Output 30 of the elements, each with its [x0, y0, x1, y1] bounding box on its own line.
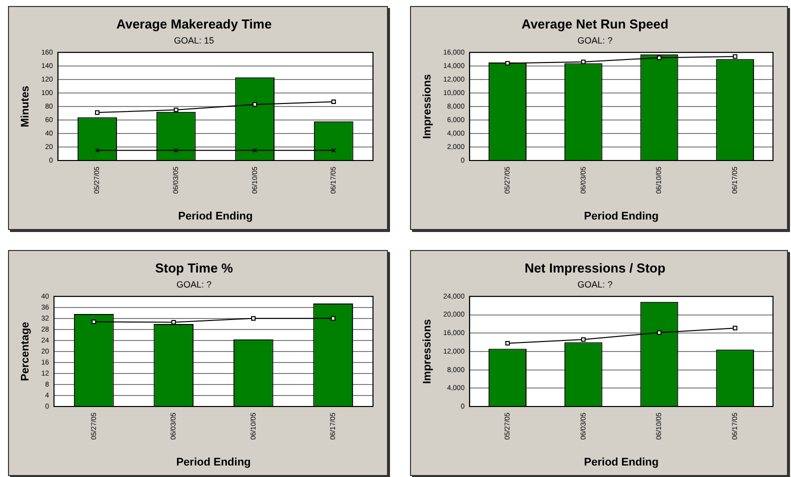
chart-subtitle: GOAL: ?	[577, 279, 613, 290]
y-axis-title: Impressions	[422, 74, 434, 139]
x-axis-title: Period Ending	[584, 210, 659, 222]
chart-subtitle: GOAL: ?	[577, 35, 613, 46]
point	[252, 148, 258, 153]
point	[656, 56, 662, 60]
chart-title: Net Impressions / Stop	[524, 260, 666, 276]
x-axis-title: Period Ending	[178, 210, 253, 222]
point	[252, 102, 258, 107]
point	[505, 340, 510, 346]
x-axis-title: Period Ending	[584, 456, 659, 468]
chart-title: Average Makeready Time	[116, 16, 272, 32]
y-axis-title: Percentage	[20, 322, 32, 382]
point	[581, 60, 586, 64]
x-axis-title: Period Ending	[176, 456, 251, 468]
point	[732, 326, 738, 330]
point	[331, 99, 336, 104]
point	[732, 54, 738, 59]
point	[656, 330, 662, 335]
chart-subtitle: GOAL: ?	[176, 279, 212, 290]
point	[174, 108, 178, 112]
point	[581, 337, 586, 342]
point	[174, 148, 178, 153]
y-axis-title: Minutes	[20, 86, 32, 128]
y-axis-title: Impressions	[422, 319, 434, 384]
chart-title: Stop Time %	[155, 260, 234, 276]
point	[95, 110, 100, 115]
point	[505, 60, 510, 66]
chart-subtitle: GOAL: 15	[174, 35, 214, 46]
chart-title: Average Net Run Speed	[522, 16, 668, 32]
